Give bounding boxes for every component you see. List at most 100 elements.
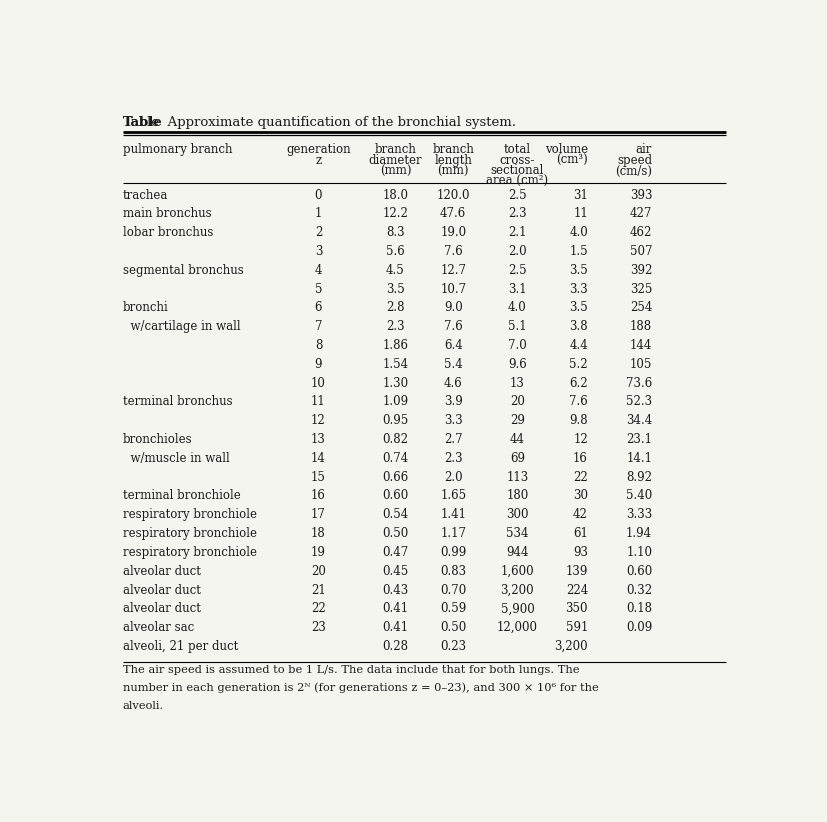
Text: 0.47: 0.47 bbox=[382, 546, 408, 559]
Text: 188: 188 bbox=[629, 321, 652, 333]
Text: lobar bronchus: lobar bronchus bbox=[122, 226, 213, 239]
Text: 1.94: 1.94 bbox=[625, 527, 652, 540]
Text: 3.3: 3.3 bbox=[443, 414, 462, 427]
Text: 427: 427 bbox=[629, 207, 652, 220]
Text: 0.50: 0.50 bbox=[440, 621, 466, 634]
Text: z: z bbox=[315, 154, 321, 167]
Text: 6.2: 6.2 bbox=[569, 376, 587, 390]
Text: 0.70: 0.70 bbox=[440, 584, 466, 597]
Text: 19.0: 19.0 bbox=[440, 226, 466, 239]
Text: area (cm²): area (cm²) bbox=[485, 175, 547, 188]
Text: 7.6: 7.6 bbox=[568, 395, 587, 409]
Text: 12,000: 12,000 bbox=[496, 621, 538, 634]
Text: w/cartilage in wall: w/cartilage in wall bbox=[122, 321, 240, 333]
Text: 4.0: 4.0 bbox=[568, 226, 587, 239]
Text: 21: 21 bbox=[311, 584, 326, 597]
Text: 61: 61 bbox=[572, 527, 587, 540]
Text: 5.1: 5.1 bbox=[508, 321, 526, 333]
Text: 10: 10 bbox=[311, 376, 326, 390]
Text: 29: 29 bbox=[509, 414, 524, 427]
Text: 0.43: 0.43 bbox=[382, 584, 408, 597]
Text: Table  Approximate quantification of the bronchial system.: Table Approximate quantification of the … bbox=[122, 117, 515, 129]
Text: 2: 2 bbox=[314, 226, 322, 239]
Text: 12: 12 bbox=[572, 433, 587, 446]
Text: (cm/s): (cm/s) bbox=[614, 164, 652, 178]
Text: 392: 392 bbox=[629, 264, 652, 277]
Text: 30: 30 bbox=[572, 489, 587, 502]
Text: 18.0: 18.0 bbox=[382, 188, 408, 201]
Text: 393: 393 bbox=[629, 188, 652, 201]
Text: 0.50: 0.50 bbox=[382, 527, 408, 540]
Text: 2.1: 2.1 bbox=[508, 226, 526, 239]
Text: 1.10: 1.10 bbox=[625, 546, 652, 559]
Text: bronchi: bronchi bbox=[122, 302, 169, 314]
Text: 6.4: 6.4 bbox=[443, 339, 462, 352]
Text: 1.41: 1.41 bbox=[440, 508, 466, 521]
Text: volume: volume bbox=[544, 143, 587, 156]
Text: 5.2: 5.2 bbox=[569, 358, 587, 371]
Text: 5: 5 bbox=[314, 283, 322, 296]
Text: 0.99: 0.99 bbox=[440, 546, 466, 559]
Text: 2.3: 2.3 bbox=[443, 452, 462, 465]
Text: 19: 19 bbox=[311, 546, 326, 559]
Text: pulmonary branch: pulmonary branch bbox=[122, 143, 232, 156]
Text: 1.65: 1.65 bbox=[440, 489, 466, 502]
Text: 3: 3 bbox=[314, 245, 322, 258]
Text: 5.4: 5.4 bbox=[443, 358, 462, 371]
Text: 0.60: 0.60 bbox=[625, 565, 652, 578]
Text: 22: 22 bbox=[572, 471, 587, 483]
Text: bronchioles: bronchioles bbox=[122, 433, 192, 446]
Text: 3,200: 3,200 bbox=[554, 640, 587, 653]
Text: 20: 20 bbox=[509, 395, 524, 409]
Text: 0.23: 0.23 bbox=[440, 640, 466, 653]
Text: 9.8: 9.8 bbox=[569, 414, 587, 427]
Text: 113: 113 bbox=[505, 471, 528, 483]
Text: 14: 14 bbox=[311, 452, 326, 465]
Text: w/muscle in wall: w/muscle in wall bbox=[122, 452, 229, 465]
Text: 16: 16 bbox=[572, 452, 587, 465]
Text: The air speed is assumed to be 1 L/s. The data include that for both lungs. The: The air speed is assumed to be 1 L/s. Th… bbox=[122, 665, 579, 675]
Text: 2.8: 2.8 bbox=[385, 302, 404, 314]
Text: 5.40: 5.40 bbox=[625, 489, 652, 502]
Text: 1.09: 1.09 bbox=[382, 395, 408, 409]
Text: 0.32: 0.32 bbox=[625, 584, 652, 597]
Text: 2.7: 2.7 bbox=[443, 433, 462, 446]
Text: 44: 44 bbox=[509, 433, 524, 446]
Text: 18: 18 bbox=[311, 527, 326, 540]
Text: 12: 12 bbox=[311, 414, 326, 427]
Text: 2.3: 2.3 bbox=[508, 207, 526, 220]
Text: 0.82: 0.82 bbox=[382, 433, 408, 446]
Text: (mm): (mm) bbox=[380, 164, 411, 178]
Text: 0.83: 0.83 bbox=[440, 565, 466, 578]
Text: 0.59: 0.59 bbox=[440, 603, 466, 616]
Text: 7.0: 7.0 bbox=[508, 339, 526, 352]
Text: 11: 11 bbox=[572, 207, 587, 220]
Text: 325: 325 bbox=[629, 283, 652, 296]
Text: 591: 591 bbox=[565, 621, 587, 634]
Text: 224: 224 bbox=[565, 584, 587, 597]
Text: generation: generation bbox=[286, 143, 351, 156]
Text: 42: 42 bbox=[572, 508, 587, 521]
Text: 0.95: 0.95 bbox=[382, 414, 408, 427]
Text: 507: 507 bbox=[629, 245, 652, 258]
Text: alveolar duct: alveolar duct bbox=[122, 603, 200, 616]
Text: 0.74: 0.74 bbox=[382, 452, 408, 465]
Text: 3,200: 3,200 bbox=[500, 584, 533, 597]
Text: diameter: diameter bbox=[368, 154, 422, 167]
Text: 3.5: 3.5 bbox=[385, 283, 404, 296]
Text: total: total bbox=[503, 143, 530, 156]
Text: 0.54: 0.54 bbox=[382, 508, 408, 521]
Text: 5,900: 5,900 bbox=[500, 603, 533, 616]
Text: (cm³): (cm³) bbox=[556, 154, 587, 167]
Text: 17: 17 bbox=[311, 508, 326, 521]
Text: 1: 1 bbox=[314, 207, 322, 220]
Text: 2.0: 2.0 bbox=[508, 245, 526, 258]
Text: 12.2: 12.2 bbox=[382, 207, 408, 220]
Text: 20: 20 bbox=[311, 565, 326, 578]
Text: 4: 4 bbox=[314, 264, 322, 277]
Text: 15: 15 bbox=[311, 471, 326, 483]
Text: branch: branch bbox=[432, 143, 474, 156]
Text: 300: 300 bbox=[505, 508, 528, 521]
Text: speed: speed bbox=[616, 154, 652, 167]
Text: 52.3: 52.3 bbox=[625, 395, 652, 409]
